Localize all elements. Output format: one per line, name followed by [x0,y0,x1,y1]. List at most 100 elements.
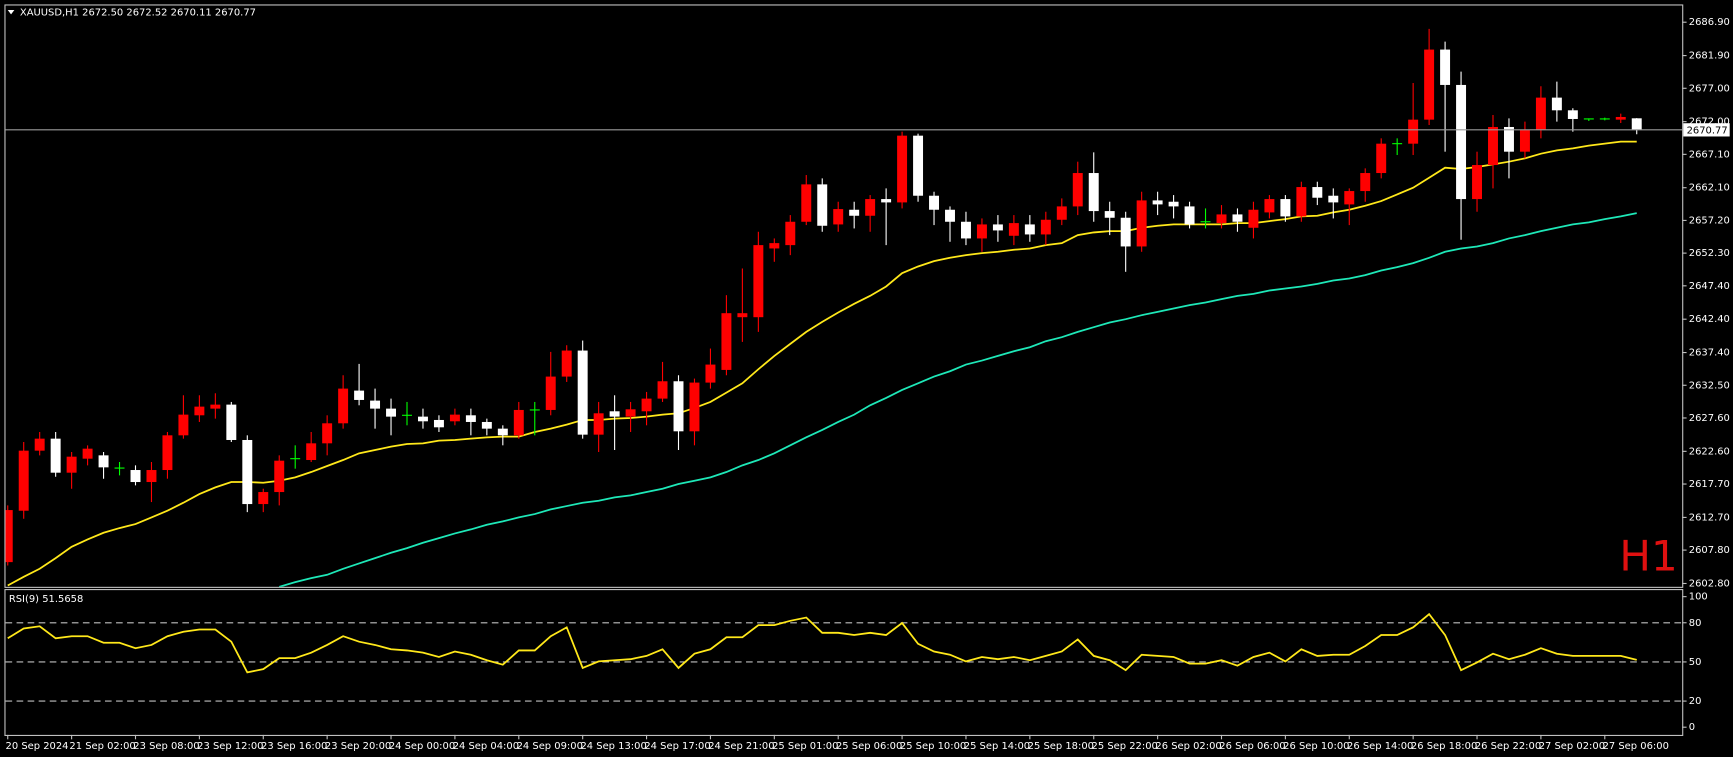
candle-body [657,381,668,399]
y-tick-label: 2622.60 [1689,446,1730,457]
candle-body [242,439,253,505]
candle-body [1519,129,1530,152]
candle-body [1072,173,1083,207]
candle-body [130,470,141,483]
candle-body [1264,199,1275,213]
x-tick-label: 26 Sep 14:00 [1347,741,1413,752]
y-tick-label: 20 [1689,696,1702,707]
x-tick-label: 23 Sep 16:00 [261,741,327,752]
moving-average [278,212,1637,587]
candle-body [577,350,588,435]
candle-body [417,416,428,422]
candle-body [1136,200,1147,247]
candle-body [1024,224,1035,235]
candle-body [1440,49,1451,85]
y-tick-label: 2677.00 [1689,83,1730,94]
candle-body [497,428,508,436]
x-tick-label: 25 Sep 01:00 [772,741,838,752]
x-tick-label: 25 Sep 22:00 [1092,741,1158,752]
rsi-title: RSI(9) 51.5658 [9,594,83,605]
candle-body [593,413,604,435]
candle-body [210,404,221,409]
candle-body [1104,211,1115,218]
x-tick-label: 23 Sep 08:00 [133,741,199,752]
candle-body [769,243,780,249]
candle-body [1008,223,1019,236]
candle-body [641,398,652,412]
candle-body [1472,165,1483,200]
candle-body [1488,126,1498,166]
candle-body [929,195,940,210]
y-tick-label: 2662.10 [1689,183,1730,194]
rsi-plot [5,612,1683,702]
y-tick-label: 2652.30 [1689,248,1730,259]
candle-body [449,414,460,422]
candle-body [1424,49,1435,120]
candle-body [465,415,476,422]
x-tick-label: 27 Sep 02:00 [1539,741,1605,752]
candle-body [561,350,572,377]
candle-body [34,438,45,451]
candle-body [258,492,269,505]
candle-body [274,460,285,493]
candle-body [66,456,77,473]
candle-body [945,209,955,222]
y-tick-label: 2612.70 [1689,512,1730,523]
y-tick-label: 2657.20 [1689,215,1730,226]
candle-body [785,221,796,246]
candle-body [1232,214,1243,222]
x-tick-label: 21 Sep 02:00 [69,741,135,752]
y-tick-label: 2617.70 [1689,479,1730,490]
candle-body [226,404,237,440]
y-tick-label: 80 [1689,618,1702,629]
candle-body [1535,97,1546,130]
rsi-panel-frame [4,589,1684,737]
candle-body [881,199,892,203]
candle-body [322,423,333,444]
candle-body [913,135,924,196]
rsi-line [7,612,1637,674]
candle-body [481,421,492,429]
candle-body [1567,110,1578,119]
y-tick-label: 2686.90 [1689,17,1730,28]
candle-body [865,199,876,216]
y-tick-label: 2637.40 [1689,348,1730,359]
x-tick-label: 26 Sep 22:00 [1475,741,1541,752]
y-tick-label: 2647.40 [1689,281,1730,292]
candle-body [817,184,828,226]
candle-body [1184,206,1195,225]
candle-body [897,135,908,203]
candle-body [673,381,684,432]
candle-body [1456,84,1467,200]
y-tick-label: 2607.80 [1689,545,1730,556]
candle-body [1088,173,1099,212]
x-tick-label: 24 Sep 00:00 [389,741,455,752]
candle-body [1615,116,1626,120]
candle-body [1056,206,1067,220]
x-tick-label: 24 Sep 09:00 [517,741,583,752]
candle-body [1376,143,1387,174]
y-tick-label: 2627.60 [1689,413,1730,424]
candle-body [1296,187,1307,217]
candle-body [1152,200,1163,205]
x-tick-label: 25 Sep 10:00 [900,741,966,752]
candle-body [753,245,764,318]
candle-body [162,435,173,471]
candle-body [370,400,381,409]
candle-body [960,221,971,239]
candle-body [1408,119,1419,144]
x-tick-label: 26 Sep 02:00 [1155,741,1221,752]
menu-arrow [7,9,15,15]
candle-body [306,443,317,461]
candle-body [609,411,620,417]
candle-body [976,224,987,239]
candle-body [194,406,205,416]
main-plot [5,28,1683,587]
candle-body [1328,195,1339,203]
y-tick-label: 2632.50 [1689,380,1730,391]
candle-body [625,409,636,417]
y-tick-label: 0 [1689,722,1695,733]
candle-body [1312,187,1323,198]
candle-body [98,455,109,468]
